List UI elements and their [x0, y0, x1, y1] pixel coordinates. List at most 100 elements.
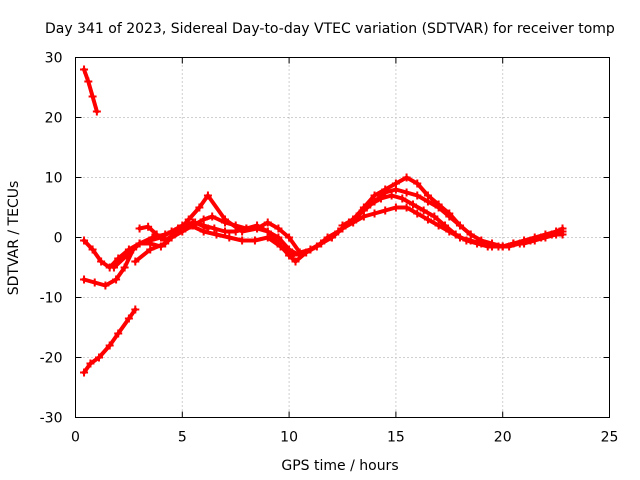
x-tick-label: 15: [387, 430, 405, 446]
data-point: [274, 224, 283, 233]
data-point: [253, 224, 262, 233]
data-point: [263, 218, 272, 227]
data-point: [445, 212, 454, 221]
data-point: [109, 263, 118, 272]
data-point: [455, 221, 464, 230]
data-point: [225, 233, 234, 242]
data-point: [530, 233, 539, 242]
data-point: [199, 227, 208, 236]
data-point: [212, 230, 221, 239]
data-point: [80, 275, 89, 284]
data-point: [195, 203, 204, 212]
data-point: [509, 239, 518, 248]
data-point: [520, 236, 529, 245]
y-tick-label: 30: [45, 51, 63, 67]
data-point: [552, 227, 561, 236]
data-point: [88, 92, 97, 101]
data-point: [120, 263, 129, 272]
data-point: [169, 230, 178, 239]
data-point: [80, 65, 89, 74]
data-point: [148, 233, 157, 242]
data-point: [114, 329, 123, 338]
y-tick-label: 20: [45, 111, 63, 127]
data-point: [221, 215, 230, 224]
data-point: [370, 197, 379, 206]
data-point: [131, 257, 140, 266]
data-point: [338, 221, 347, 230]
y-tick-label: -20: [40, 351, 63, 367]
data-point: [131, 305, 140, 314]
data-point: [451, 230, 460, 239]
data-point: [423, 197, 432, 206]
data-point: [473, 239, 482, 248]
data-point: [295, 248, 304, 257]
data-point: [90, 278, 99, 287]
data-point: [84, 77, 93, 86]
axis-ticks: 0 5 10 15 20 25 -30 -20 -10 0 10 20 30: [40, 51, 619, 446]
data-point: [191, 218, 200, 227]
data-point: [349, 215, 358, 224]
data-point: [285, 233, 294, 242]
x-axis-label: GPS time / hours: [281, 458, 398, 474]
data-point: [135, 239, 144, 248]
data-point: [112, 275, 121, 284]
data-point: [441, 221, 450, 230]
data-point: [122, 251, 131, 260]
series-line-s1: [82, 67, 99, 114]
data-point: [152, 230, 161, 239]
data-point: [88, 245, 97, 254]
data-series: [80, 65, 567, 377]
data-point: [146, 245, 155, 254]
data-point: [238, 227, 247, 236]
y-tick-label: -10: [40, 291, 63, 307]
data-point: [541, 230, 550, 239]
data-point: [178, 224, 187, 233]
data-point: [402, 188, 411, 197]
data-point: [434, 203, 443, 212]
data-point: [419, 206, 428, 215]
data-point: [184, 215, 193, 224]
data-point: [97, 257, 106, 266]
x-tick-label: 10: [280, 430, 298, 446]
data-point: [105, 341, 114, 350]
x-tick-label: 0: [71, 430, 80, 446]
data-point: [477, 236, 486, 245]
data-point: [381, 188, 390, 197]
data-point: [558, 224, 567, 233]
data-point: [289, 251, 298, 260]
data-point: [359, 206, 368, 215]
data-point: [413, 209, 422, 218]
data-point: [423, 215, 432, 224]
data-point: [291, 257, 300, 266]
data-point: [203, 224, 212, 233]
data-point: [124, 314, 133, 323]
data-point: [86, 359, 95, 368]
y-tick-label: 0: [54, 231, 63, 247]
data-point: [238, 236, 247, 245]
data-point: [203, 191, 212, 200]
data-point: [398, 194, 407, 203]
data-point: [327, 233, 336, 242]
data-point: [498, 242, 507, 251]
plot-frame: [75, 57, 610, 418]
chart-title: Day 341 of 2023, Sidereal Day-to-day VTE…: [45, 21, 615, 37]
data-point: [391, 185, 400, 194]
data-point: [263, 233, 272, 242]
data-point: [317, 239, 326, 248]
data-point: [135, 224, 144, 233]
data-point: [387, 191, 396, 200]
data-point: [402, 203, 411, 212]
data-point: [80, 368, 89, 377]
x-tick-label: 25: [601, 430, 619, 446]
data-point: [466, 230, 475, 239]
data-point: [462, 236, 471, 245]
data-point: [208, 212, 217, 221]
data-point: [276, 242, 285, 251]
data-point: [94, 353, 103, 362]
y-axis-label: SDTVAR / TECUs: [6, 181, 22, 296]
x-tick-label: 5: [178, 430, 187, 446]
y-tick-label: -30: [40, 411, 63, 427]
data-point: [306, 245, 315, 254]
data-point: [402, 173, 411, 182]
data-point: [413, 191, 422, 200]
